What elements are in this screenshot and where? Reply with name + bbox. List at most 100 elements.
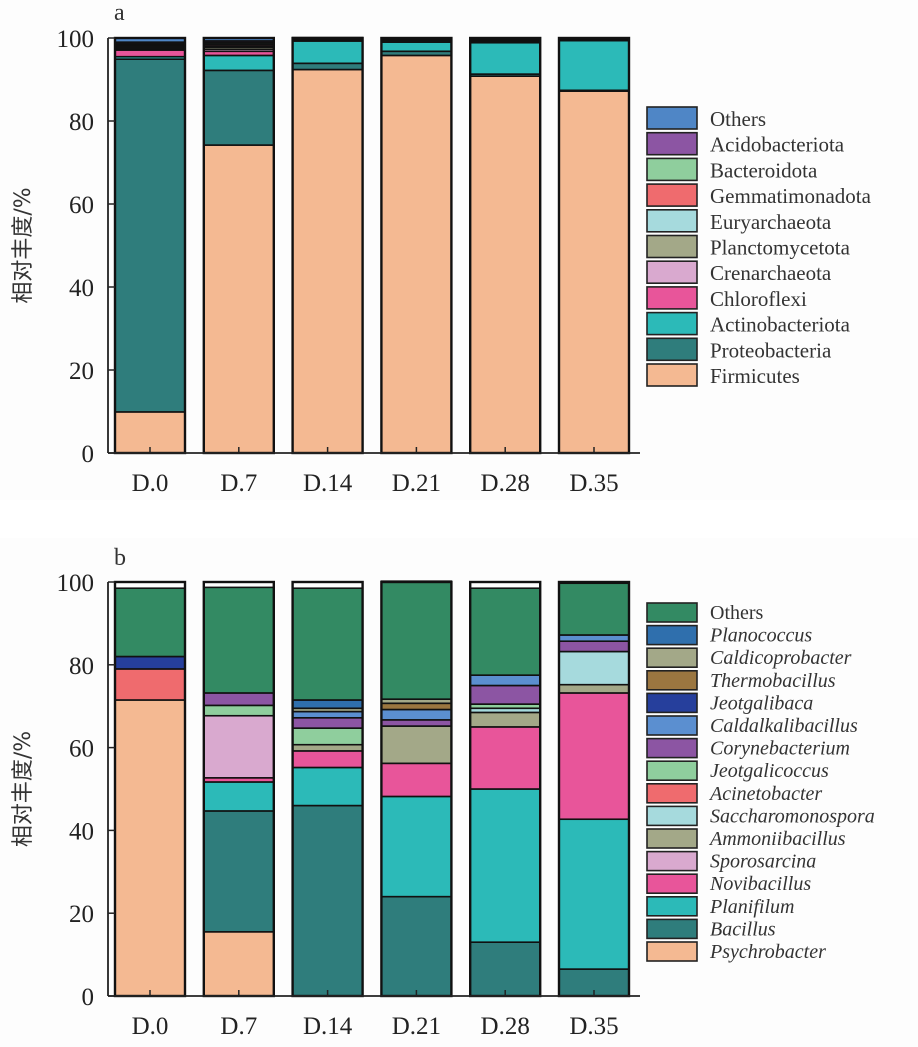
legend: OthersPlanococcusCaldicoprobacterThermob…: [646, 602, 875, 963]
legend-label: Psychrobacter: [709, 941, 826, 963]
legend-item: Planococcus: [646, 625, 812, 647]
chart-panel-a: a D.0 D.7 D.14 D.21 D.28 D.35 0 20 40 60 80 100 相对丰度/…: [11, 0, 872, 497]
bar-stack-D.14: [291, 580, 364, 998]
bar-segment-jeotgalicoccus: [291, 727, 364, 746]
legend-item: Acidobacteriota: [646, 131, 845, 157]
bar-stack-D.14: [291, 36, 364, 455]
legend-label: Acinetobacter: [708, 783, 822, 805]
bar-segment-actinobacteriota: [558, 39, 630, 92]
y-tick-label: 100: [57, 570, 95, 597]
legend-item: Planctomycetota: [646, 234, 851, 260]
legend-label: Ammoniibacillus: [708, 828, 846, 850]
legend-swatch: [646, 850, 698, 872]
bar-segment-others: [114, 587, 186, 658]
legend-label: Jeotgalibaca: [710, 692, 813, 714]
legend-swatch: [646, 311, 698, 336]
bar-segment-bacillus: [203, 810, 275, 933]
bar-segment-actinobacteriota: [291, 40, 364, 65]
panel-label: a: [114, 0, 125, 26]
bar-segment-novibacillus: [558, 692, 630, 821]
bar-segment-planifilum: [469, 788, 542, 943]
legend-label: Others: [710, 107, 766, 131]
legend-item: Jeotgalibaca: [646, 692, 813, 714]
y-tick-label: 80: [69, 109, 94, 136]
legend-swatch: [646, 669, 698, 691]
y-tick-label: 0: [82, 441, 95, 468]
x-tick-label: D.21: [392, 470, 441, 497]
legend-label: Firmicutes: [710, 364, 800, 388]
legend-item: Bacillus: [646, 918, 776, 940]
legend-swatch: [646, 157, 698, 182]
legend-item: Crenarchaeota: [646, 260, 832, 285]
legend-label: Others: [710, 602, 764, 624]
legend-label: Planctomycetota: [710, 236, 851, 260]
x-tick-label: D.14: [303, 470, 353, 497]
legend-item: Chloroflexi: [646, 286, 807, 311]
legend-label: Bacillus: [710, 918, 776, 940]
bar-segment-firmicutes: [469, 75, 542, 454]
legend-item: Caldalkalibacillus: [646, 715, 858, 737]
bar-segment-saccharomonospora: [558, 650, 630, 686]
bar-segment-firmicutes: [114, 411, 186, 454]
legend-item: Proteobacteria: [646, 337, 832, 362]
bar-segment-psychrobacter: [203, 931, 275, 997]
legend-item: Jeotgalicoccus: [646, 760, 829, 782]
bar-segment-corynebacterium: [469, 684, 542, 705]
legend-item: Others: [646, 602, 764, 624]
legend-swatch: [646, 131, 698, 156]
legend: OthersAcidobacteriotaBacteroidotaGemmati…: [646, 106, 872, 388]
legend-swatch: [646, 183, 698, 207]
legend-item: Bacteroidota: [646, 157, 818, 182]
bar-segment-actinobacteriota: [380, 41, 453, 53]
legend-swatch: [646, 647, 698, 669]
x-tick-label: D.28: [481, 1013, 530, 1040]
bar-stack-D.35: [557, 580, 631, 998]
x-tick-label: D.21: [392, 1013, 441, 1040]
legend-label: Caldicoprobacter: [710, 647, 852, 669]
legend-swatch: [646, 692, 698, 714]
legend-swatch: [646, 209, 698, 233]
bar-segment-acinetobacter: [114, 668, 186, 701]
bar-segment-psychrobacter: [114, 699, 186, 997]
bar-segment-others: [469, 587, 542, 676]
x-tick-label: D.7: [220, 470, 257, 497]
bar-segment-firmicutes: [291, 68, 364, 454]
bar-segment-bacillus: [291, 804, 364, 997]
bar-segment-corynebacterium: [291, 716, 364, 729]
legend-label: Bacteroidota: [710, 158, 818, 182]
y-axis-title: 相对丰度/%: [11, 731, 36, 847]
bar-segment-actinobacteriota: [469, 41, 542, 75]
bar-segment-caldalkalibacillus: [469, 674, 542, 687]
x-tick-label: D.0: [132, 470, 169, 497]
legend-swatch: [646, 760, 698, 782]
legend-label: Crenarchaeota: [710, 261, 832, 285]
legend-swatch: [646, 715, 698, 736]
bar-segment-ammoniibacillus: [558, 683, 630, 694]
legend-label: Saccharomonospora: [710, 805, 875, 827]
bar-segment-bacillus: [469, 941, 542, 997]
legend-item: Firmicutes: [646, 363, 800, 388]
bar-segment-jeotgalicoccus: [203, 704, 275, 717]
bar-segment-firmicutes: [203, 144, 275, 454]
bar-segment-planifilum: [203, 781, 275, 812]
bar-segment-ammoniibacillus: [380, 725, 453, 765]
legend-item: Corynebacterium: [646, 738, 850, 760]
bar-segment-ammoniibacillus: [291, 743, 364, 752]
bar-stack-D.35: [557, 36, 631, 455]
x-tick-label: D.35: [569, 470, 618, 497]
panel-divider: [0, 500, 918, 538]
legend-swatch: [646, 873, 698, 895]
legend-item: Others: [646, 106, 766, 131]
legend-item: Sporosarcina: [646, 850, 816, 873]
legend-swatch: [646, 895, 698, 917]
legend-label: Euryarchaeota: [710, 210, 832, 234]
legend-item: Ammoniibacillus: [646, 828, 846, 850]
bar-stack-D.28: [469, 36, 542, 455]
legend-label: Corynebacterium: [710, 738, 850, 760]
bar-segment-novibacillus: [291, 750, 364, 769]
x-tick-label: D.35: [569, 1013, 618, 1040]
bar-segment-caldalkalibacillus: [380, 708, 453, 721]
y-tick-label: 40: [69, 818, 94, 845]
bar-segment-others: [291, 587, 364, 701]
y-tick-label: 20: [69, 358, 94, 385]
